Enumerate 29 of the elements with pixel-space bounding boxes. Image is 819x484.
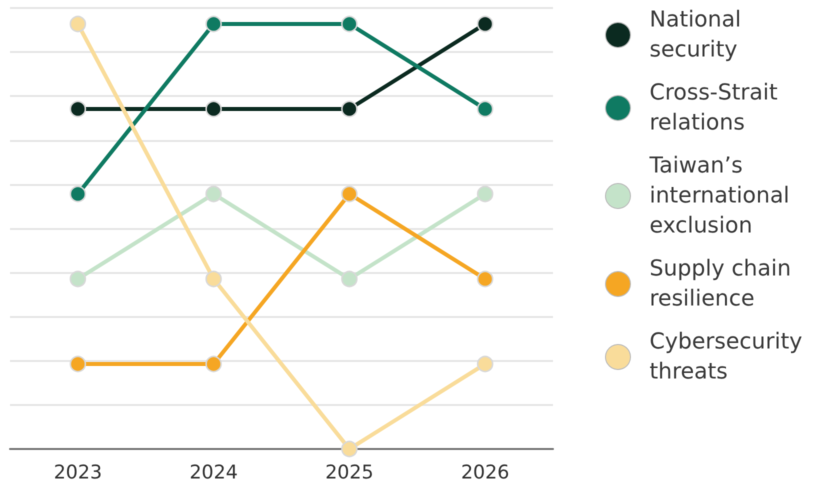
point xyxy=(205,100,222,118)
x-tick-label: 2023 xyxy=(54,462,102,484)
point xyxy=(476,356,494,372)
point xyxy=(205,186,222,202)
legend-label: Cross-Strait relations xyxy=(650,80,785,136)
point xyxy=(341,16,358,32)
point xyxy=(476,186,494,202)
point xyxy=(205,356,222,372)
legend-label: Taiwan’s international exclusion xyxy=(648,154,797,238)
legend-label: National security xyxy=(650,8,748,62)
x-tick-label: 2026 xyxy=(460,462,510,484)
point xyxy=(476,16,494,32)
point xyxy=(70,356,86,372)
legend-label: Cybersecurity threats xyxy=(650,330,810,384)
point xyxy=(205,16,222,32)
point xyxy=(205,270,222,288)
point xyxy=(70,100,86,118)
point xyxy=(341,100,358,118)
x-tick-label: 2025 xyxy=(325,462,374,484)
point xyxy=(476,270,494,288)
point xyxy=(341,186,358,202)
point xyxy=(341,440,358,458)
point xyxy=(341,270,358,288)
x-tick-label: 2024 xyxy=(189,462,238,484)
point xyxy=(70,16,86,32)
point xyxy=(70,270,86,288)
point xyxy=(476,100,494,118)
point xyxy=(70,186,86,202)
legend-label: Supply chain resilience xyxy=(650,256,798,312)
